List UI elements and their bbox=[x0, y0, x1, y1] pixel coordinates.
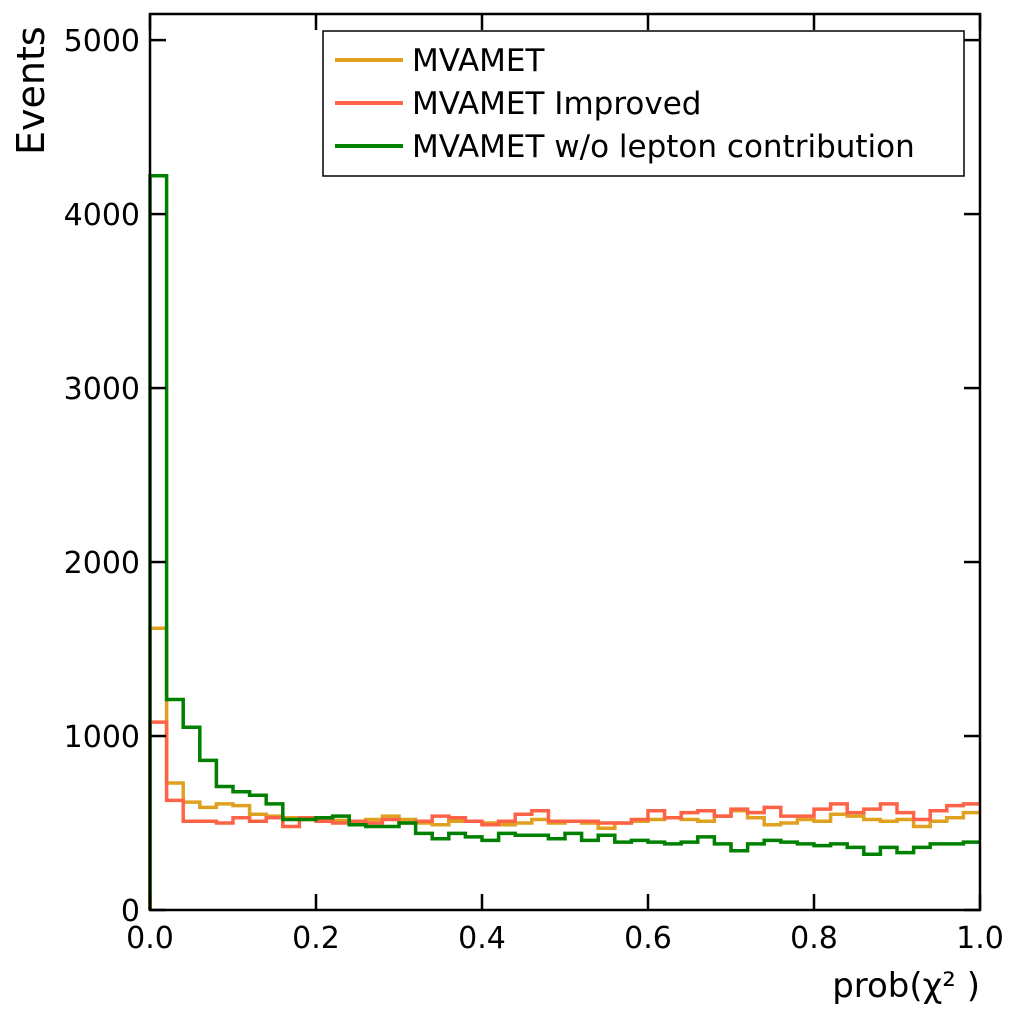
plot-frame bbox=[148, 12, 982, 912]
y-tick-label: 0 bbox=[121, 894, 140, 929]
y-tick-label: 5000 bbox=[64, 24, 140, 59]
x-tick-label: 0.0 bbox=[126, 921, 174, 956]
y-axis-title: Events bbox=[9, 26, 53, 155]
legend-label-0: MVAMET bbox=[412, 43, 546, 79]
x-tick-label: 1.0 bbox=[956, 921, 1004, 956]
legend-box bbox=[322, 30, 965, 177]
series-line-1 bbox=[148, 720, 980, 910]
legend: MVAMET MVAMET Improved MVAMET w/o lepton c… bbox=[322, 30, 965, 177]
x-axis-ticks: 0.0 0.2 0.4 0.6 0.8 1.0 bbox=[126, 14, 1004, 956]
y-tick-label: 2000 bbox=[64, 546, 140, 581]
x-tick-label: 0.2 bbox=[292, 921, 340, 956]
x-tick-label: 0.6 bbox=[624, 921, 672, 956]
series-layer bbox=[148, 174, 980, 910]
x-tick-label: 0.8 bbox=[790, 921, 838, 956]
x-tick-label: 0.4 bbox=[458, 921, 506, 956]
legend-label-2: MVAMET w/o lepton contribution bbox=[412, 129, 915, 165]
legend-label-1: MVAMET Improved bbox=[412, 86, 701, 122]
series-line-0 bbox=[148, 626, 980, 910]
y-tick-label: 1000 bbox=[64, 720, 140, 755]
x-axis-title: prob(χ² ) bbox=[832, 966, 980, 1006]
series-line-2 bbox=[148, 174, 980, 910]
y-tick-label: 3000 bbox=[64, 372, 140, 407]
y-tick-label: 4000 bbox=[64, 198, 140, 233]
y-axis-ticks: 0 1000 2000 3000 4000 5000 bbox=[64, 24, 980, 929]
legend-items: MVAMET MVAMET Improved MVAMET w/o lepton c… bbox=[335, 43, 915, 165]
